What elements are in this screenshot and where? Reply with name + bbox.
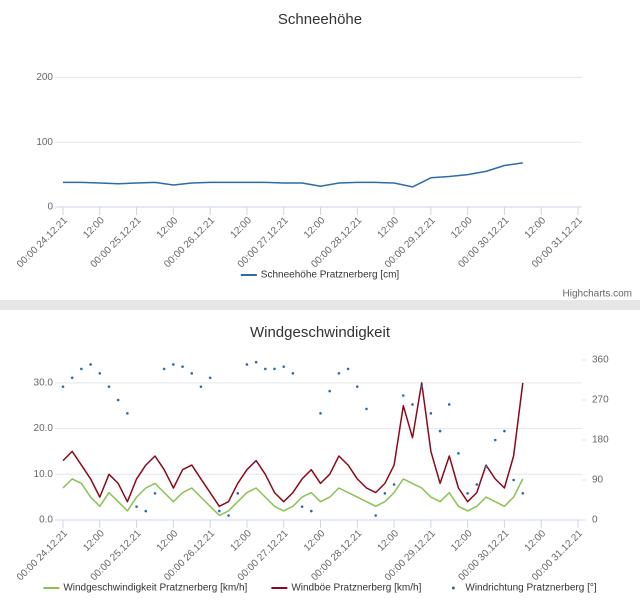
scatter-point bbox=[401, 394, 405, 397]
y-tick-label: 200 bbox=[36, 72, 53, 83]
scatter-point bbox=[208, 376, 212, 380]
scatter-point bbox=[218, 509, 221, 513]
x-tick-label: 12:00 bbox=[523, 215, 549, 241]
x-tick-label: 00:00 24.12.21 bbox=[15, 215, 70, 270]
x-tick-label: 12:00 bbox=[228, 215, 254, 241]
x-tick-label: 12:00 bbox=[228, 528, 254, 554]
series-line bbox=[62, 478, 524, 517]
x-tick-label: 12:00 bbox=[155, 528, 181, 554]
x-tick-label: 12:00 bbox=[302, 528, 328, 554]
scatter-point bbox=[89, 363, 92, 366]
y2-tick-label: 360 bbox=[592, 355, 609, 366]
scatter-point bbox=[484, 465, 488, 468]
x-tick-label: 12:00 bbox=[81, 528, 107, 554]
y-tick-label: 0 bbox=[47, 202, 53, 213]
y2-tick-label: 0 bbox=[592, 515, 598, 526]
scatter-point bbox=[447, 403, 451, 406]
legend-label: Schneehöhe Pratznerberg [cm] bbox=[261, 270, 400, 281]
scatter-point bbox=[383, 492, 387, 495]
x-tick-label: 12:00 bbox=[81, 215, 107, 241]
scatter-point bbox=[291, 372, 295, 375]
y2-tick-label: 90 bbox=[592, 475, 604, 486]
scatter-point bbox=[227, 514, 230, 517]
y2-tick-label: 270 bbox=[592, 395, 609, 406]
scatter-point bbox=[374, 514, 377, 517]
scatter-point bbox=[126, 412, 129, 415]
scatter-point bbox=[116, 398, 120, 402]
x-tick-label: 12:00 bbox=[449, 528, 475, 554]
scatter-point bbox=[107, 385, 111, 388]
x-tick-label: 12:00 bbox=[449, 215, 475, 241]
scatter-point bbox=[98, 372, 102, 375]
scatter-point bbox=[282, 365, 286, 368]
y-tick-label: 30.0 bbox=[34, 377, 54, 388]
scatter-point bbox=[420, 385, 423, 388]
scatter-point bbox=[153, 492, 157, 495]
y-tick-label: 0.0 bbox=[39, 515, 53, 526]
scatter-point bbox=[392, 483, 396, 486]
credits: Highcharts.com bbox=[563, 289, 632, 300]
legend-symbol bbox=[451, 586, 455, 590]
scatter-point bbox=[172, 363, 175, 366]
y-tick-label: 100 bbox=[36, 137, 53, 148]
scatter-point bbox=[70, 376, 74, 380]
scatter-point bbox=[319, 412, 322, 415]
legend-label: Windböe Pratznerberg [km/h] bbox=[291, 583, 421, 594]
scatter-point bbox=[346, 367, 350, 371]
scatter-point bbox=[254, 360, 258, 364]
x-tick-label: 12:00 bbox=[155, 215, 181, 241]
scatter-point bbox=[236, 492, 240, 495]
series-line bbox=[63, 162, 523, 188]
scatter-point bbox=[80, 367, 83, 371]
legend-label: Windgeschwindigkeit Pratznerberg [km/h] bbox=[63, 583, 247, 594]
x-tick-label: 12:00 bbox=[523, 528, 549, 554]
scatter-point bbox=[355, 385, 359, 388]
scatter-point bbox=[181, 365, 184, 368]
x-tick-label: 12:00 bbox=[376, 528, 402, 554]
scatter-point bbox=[337, 372, 341, 375]
scatter-point bbox=[512, 478, 515, 482]
scatter-point bbox=[457, 452, 460, 455]
scatter-point bbox=[61, 385, 65, 388]
y2-tick-label: 180 bbox=[592, 435, 609, 446]
separator bbox=[0, 300, 640, 310]
x-tick-label: 12:00 bbox=[376, 215, 402, 241]
scatter-point bbox=[144, 509, 148, 513]
scatter-point bbox=[475, 483, 479, 486]
scatter-point bbox=[300, 505, 304, 508]
scatter-point bbox=[328, 389, 331, 393]
scatter-point bbox=[503, 429, 506, 433]
chart-title: Schneehöhe bbox=[278, 11, 362, 28]
scatter-point bbox=[365, 407, 368, 411]
y-tick-label: 20.0 bbox=[34, 423, 54, 434]
scatter-point bbox=[135, 505, 138, 508]
scatter-point bbox=[493, 438, 497, 442]
scatter-point bbox=[466, 492, 469, 495]
scatter-point bbox=[199, 385, 203, 388]
scatter-point bbox=[264, 367, 267, 371]
scatter-point bbox=[521, 492, 525, 495]
x-tick-label: 12:00 bbox=[302, 215, 328, 241]
y-tick-label: 10.0 bbox=[34, 469, 54, 480]
x-tick-label: 00:00 24.12.21 bbox=[15, 528, 70, 583]
scatter-point bbox=[273, 367, 276, 371]
scatter-point bbox=[438, 429, 442, 433]
scatter-point bbox=[162, 367, 166, 371]
chart-title: Windgeschwindigkeit bbox=[250, 324, 391, 341]
legend-label: Windrichtung Pratznerberg [°] bbox=[465, 583, 597, 594]
scatter-point bbox=[429, 412, 433, 415]
scatter-point bbox=[310, 509, 313, 513]
series-line bbox=[62, 382, 524, 508]
scatter-point bbox=[245, 363, 249, 366]
scatter-point bbox=[190, 372, 194, 375]
scatter-point bbox=[411, 403, 414, 406]
